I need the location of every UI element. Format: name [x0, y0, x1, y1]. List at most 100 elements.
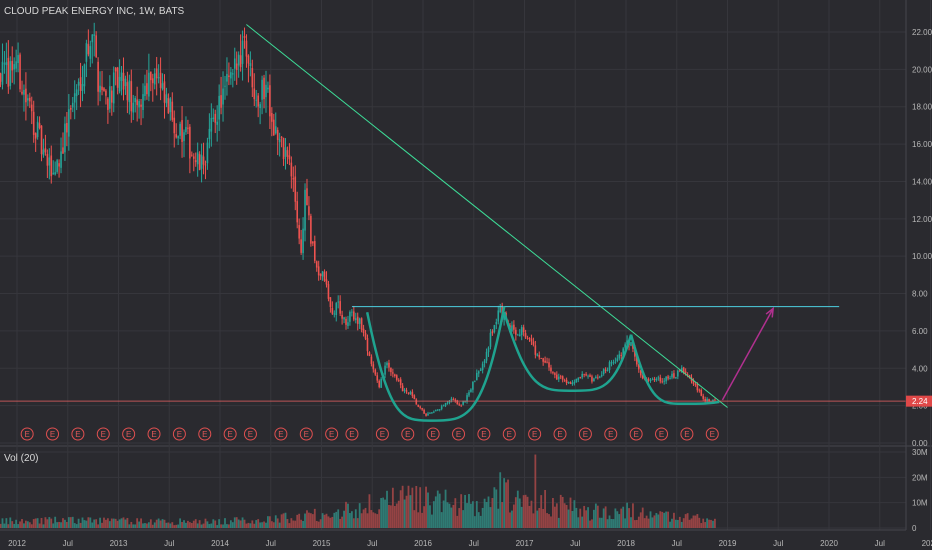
volume-bar	[202, 523, 205, 528]
volume-bar	[163, 519, 166, 528]
candle-body	[97, 61, 99, 92]
candle-body	[220, 95, 222, 108]
candle-body	[415, 399, 418, 405]
candlesticks	[0, 22, 716, 417]
x-tick-label: Jul	[672, 539, 682, 548]
candle-body	[222, 88, 224, 105]
candle-body	[208, 128, 211, 140]
earnings-marker	[299, 427, 313, 441]
candle-body	[655, 378, 658, 381]
candle-body	[485, 351, 488, 361]
volume-bar	[105, 519, 107, 528]
candle-body	[442, 405, 445, 407]
volume-bar	[91, 522, 94, 528]
candle-body	[306, 188, 308, 206]
volume-bar	[661, 511, 664, 528]
volume-bar	[512, 504, 515, 528]
volume-bar	[75, 524, 78, 528]
volume-bar	[282, 513, 285, 528]
candle-body	[226, 73, 228, 82]
volume-bar	[530, 500, 533, 528]
earnings-marker	[223, 427, 237, 441]
volume-bar	[491, 498, 494, 528]
candle-body	[206, 142, 209, 164]
candle-body	[15, 61, 17, 69]
earnings-marker	[578, 427, 592, 441]
volume-bar	[106, 518, 109, 528]
volume-bar	[306, 510, 308, 528]
volume-bar	[134, 524, 137, 528]
volume-bar	[528, 505, 531, 528]
earnings-marker-label: E	[227, 430, 232, 439]
volume-bar	[583, 505, 586, 528]
volume-bar	[138, 521, 141, 528]
x-tick-label: 2012	[8, 539, 26, 548]
candle-body	[237, 54, 240, 66]
volume-bar	[606, 519, 609, 528]
candle-body	[456, 400, 459, 405]
volume-bar	[13, 523, 16, 528]
rounded-pattern-curve	[629, 334, 720, 406]
candle-body	[83, 64, 86, 87]
volume-bar	[655, 512, 658, 528]
candle-body	[386, 362, 388, 366]
volume-bar	[647, 518, 650, 528]
volume-bar	[374, 513, 377, 528]
candle-body	[563, 380, 566, 382]
volume-bar	[38, 523, 41, 528]
y-tick-label: 10.00	[912, 252, 932, 261]
volume-bar	[544, 490, 547, 528]
volume-bar	[48, 517, 51, 528]
candle-body	[532, 341, 535, 345]
candle-body	[651, 379, 654, 381]
earnings-marker-label: E	[633, 430, 638, 439]
volume-bar	[15, 519, 18, 528]
candle-body	[333, 313, 336, 315]
candle-body	[214, 113, 217, 123]
volume-bar	[700, 523, 703, 528]
volume-bar	[194, 519, 197, 528]
volume-bar	[321, 513, 324, 528]
x-tick-label: 2018	[617, 539, 635, 548]
volume-bar	[345, 501, 347, 528]
candle-body	[700, 389, 703, 396]
candle-body	[230, 72, 232, 79]
candle-body	[481, 363, 484, 371]
volume-bar	[657, 514, 660, 528]
candle-body	[429, 412, 431, 414]
candle-body	[544, 360, 546, 363]
volume-bar	[284, 512, 287, 528]
candle-body	[419, 406, 421, 408]
candle-body	[659, 377, 662, 382]
candle-body	[399, 379, 402, 386]
volume-bar	[555, 503, 558, 528]
volume-bar	[485, 502, 488, 528]
candle-body	[163, 81, 166, 103]
volume-bar	[479, 515, 482, 528]
volume-tick-label: 0	[912, 524, 917, 533]
volume-bar	[155, 519, 158, 528]
candle-body	[589, 375, 591, 377]
candle-body	[280, 136, 283, 138]
volume-bar	[144, 523, 146, 528]
candle-body	[374, 369, 377, 375]
volume-bar	[343, 510, 345, 528]
volume-bar	[360, 513, 363, 528]
volume-bar	[616, 511, 619, 528]
candle-body	[128, 80, 131, 103]
candle-body	[460, 404, 462, 406]
volume-bar	[208, 524, 211, 528]
volume-bar	[417, 512, 420, 528]
candle-body	[577, 377, 580, 380]
volume-bar	[235, 517, 238, 528]
volume-bar	[17, 524, 19, 528]
candle-body	[263, 77, 265, 100]
volume-bar	[594, 503, 597, 528]
volume-bar	[489, 507, 492, 528]
earnings-marker	[198, 427, 212, 441]
volume-bar	[429, 505, 431, 528]
earnings-marker-label: E	[659, 430, 664, 439]
projection-arrow-shaft	[721, 308, 774, 401]
candle-body	[73, 93, 76, 103]
